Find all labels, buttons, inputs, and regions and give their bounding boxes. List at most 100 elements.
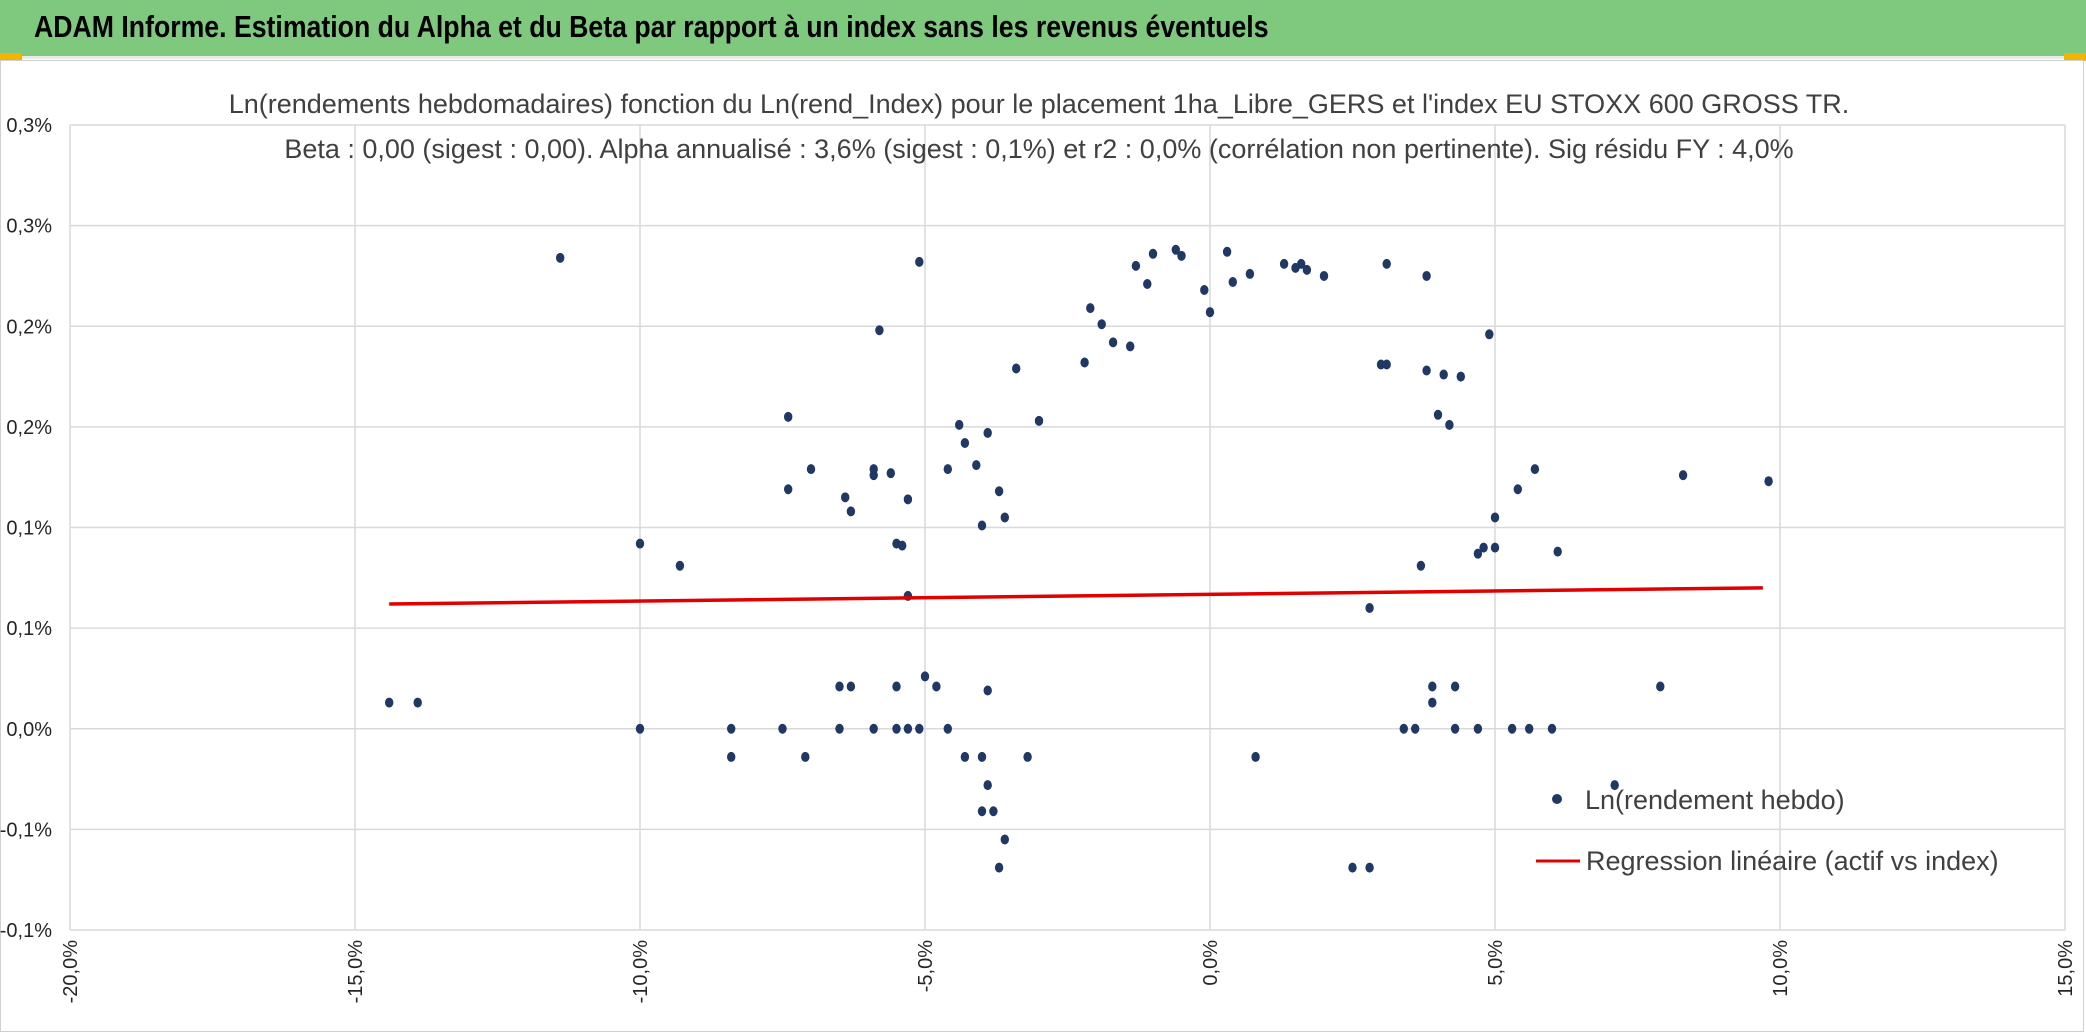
report-title: ADAM Informe. Estimation du Alpha et du … <box>34 9 1269 44</box>
scatter-point <box>920 671 930 682</box>
scatter-point <box>1131 260 1141 271</box>
scatter-point <box>1148 248 1158 259</box>
scatter-point <box>1450 723 1460 734</box>
scatter-point <box>960 751 970 762</box>
scatter-point <box>1399 723 1409 734</box>
scatter-point <box>1245 268 1255 279</box>
scatter-point <box>835 681 844 692</box>
scatter-point <box>977 520 987 531</box>
scatter-point <box>869 464 878 475</box>
legend-label-scatter: Ln(rendement hebdo) <box>1585 785 1845 815</box>
scatter-point <box>1228 276 1238 287</box>
x-tick-label: 0,0% <box>1200 940 1222 986</box>
scatter-point <box>1023 751 1032 762</box>
scatter-point <box>1422 270 1431 281</box>
scatter-point <box>1445 419 1454 430</box>
gridlines <box>69 124 2066 931</box>
scatter-point <box>1108 337 1118 348</box>
scatter-point <box>983 427 992 438</box>
scatter-point <box>1382 359 1391 370</box>
scatter-point <box>1428 697 1437 708</box>
scatter-point <box>801 751 810 762</box>
scatter-point <box>1205 307 1215 318</box>
x-tick-label: -5,0% <box>915 940 937 992</box>
scatter-point <box>989 806 998 817</box>
scatter-point <box>1097 319 1106 330</box>
scatter-point <box>1416 560 1426 571</box>
scatter-point <box>915 723 924 734</box>
scatter-point <box>892 723 901 734</box>
scatter-point <box>1382 258 1391 269</box>
scatter-point <box>1553 546 1562 557</box>
scatter-point <box>806 464 816 475</box>
scatter-point <box>960 437 970 448</box>
scatter-point <box>784 411 793 422</box>
report-banner: ADAM Informe. Estimation du Alpha et du … <box>0 0 2086 59</box>
scatter-point <box>977 806 987 817</box>
x-tick-label: -20,0% <box>60 940 82 1004</box>
scatter-series <box>385 244 1773 873</box>
x-tick-label: 15,0% <box>2055 940 2077 997</box>
scatter-point <box>1200 285 1209 296</box>
scatter-point <box>846 681 856 692</box>
scatter-point <box>1473 548 1483 559</box>
scatter-point <box>932 681 941 692</box>
scatter-point <box>994 486 1004 497</box>
scatter-point <box>1222 246 1232 257</box>
scatter-point <box>556 252 565 263</box>
scatter-point <box>846 506 856 517</box>
x-tick-label: -10,0% <box>630 940 652 1004</box>
scatter-point <box>1547 723 1557 734</box>
scatter-point <box>778 723 787 734</box>
scatter-point <box>1126 341 1135 352</box>
legend-label-regression: Regression linéaire (actif vs index) <box>1586 846 1999 876</box>
scatter-point <box>915 256 924 267</box>
scatter-point <box>994 862 1004 873</box>
scatter-point <box>1302 264 1312 275</box>
scatter-point <box>955 419 964 430</box>
axes: -0,1% -0,1% 0,0% 0,1% 0,1% 0,2% 0,2% 0,3% 0,3% -2… <box>0 115 2077 1003</box>
scatter-point <box>898 540 907 551</box>
scatter-point <box>1490 542 1500 553</box>
scatter-point <box>1411 723 1420 734</box>
scatter-point <box>675 560 685 571</box>
scatter-point <box>1610 780 1619 791</box>
scatter-point <box>385 697 394 708</box>
scatter-point <box>1507 723 1517 734</box>
scatter-point <box>1177 250 1186 261</box>
legend: Ln(rendement hebdo) Regression linéaire … <box>1536 785 1999 876</box>
scatter-point <box>1490 512 1500 523</box>
scatter-point <box>1291 262 1300 273</box>
scatter-point <box>1439 369 1448 380</box>
chart-title-line-2: Beta : 0,00 (sigest : 0,00). Alpha annua… <box>284 134 1793 164</box>
scatter-point <box>1251 751 1260 762</box>
y-tick-label: 0,1% <box>6 518 52 540</box>
x-tick-label: -15,0% <box>345 940 367 1004</box>
scatter-point <box>1000 512 1009 523</box>
scatter-point <box>943 723 952 734</box>
scatter-point <box>1365 603 1374 613</box>
scatter-point <box>1530 464 1540 475</box>
scatter-point <box>886 468 895 479</box>
regression-line <box>389 586 1763 606</box>
scatter-point <box>875 325 884 336</box>
y-tick-label: 0,3% <box>6 115 52 137</box>
scatter-point <box>1479 542 1488 553</box>
x-tick-label: 10,0% <box>1770 940 1792 997</box>
scatter-point <box>1080 357 1089 368</box>
scatter-point <box>1422 365 1431 376</box>
legend-marker-scatter <box>1552 794 1562 804</box>
scatter-point <box>1012 363 1021 374</box>
y-tick-label: 0,1% <box>6 618 52 640</box>
corner-marker-left <box>0 53 22 61</box>
scatter-point <box>1348 862 1357 873</box>
scatter-point <box>1513 484 1523 495</box>
scatter-point <box>892 681 901 692</box>
scatter-point <box>1279 258 1289 269</box>
scatter-point <box>1143 278 1152 289</box>
scatter-point <box>413 697 422 708</box>
regression-series <box>389 586 1763 606</box>
scatter-point <box>784 484 793 495</box>
